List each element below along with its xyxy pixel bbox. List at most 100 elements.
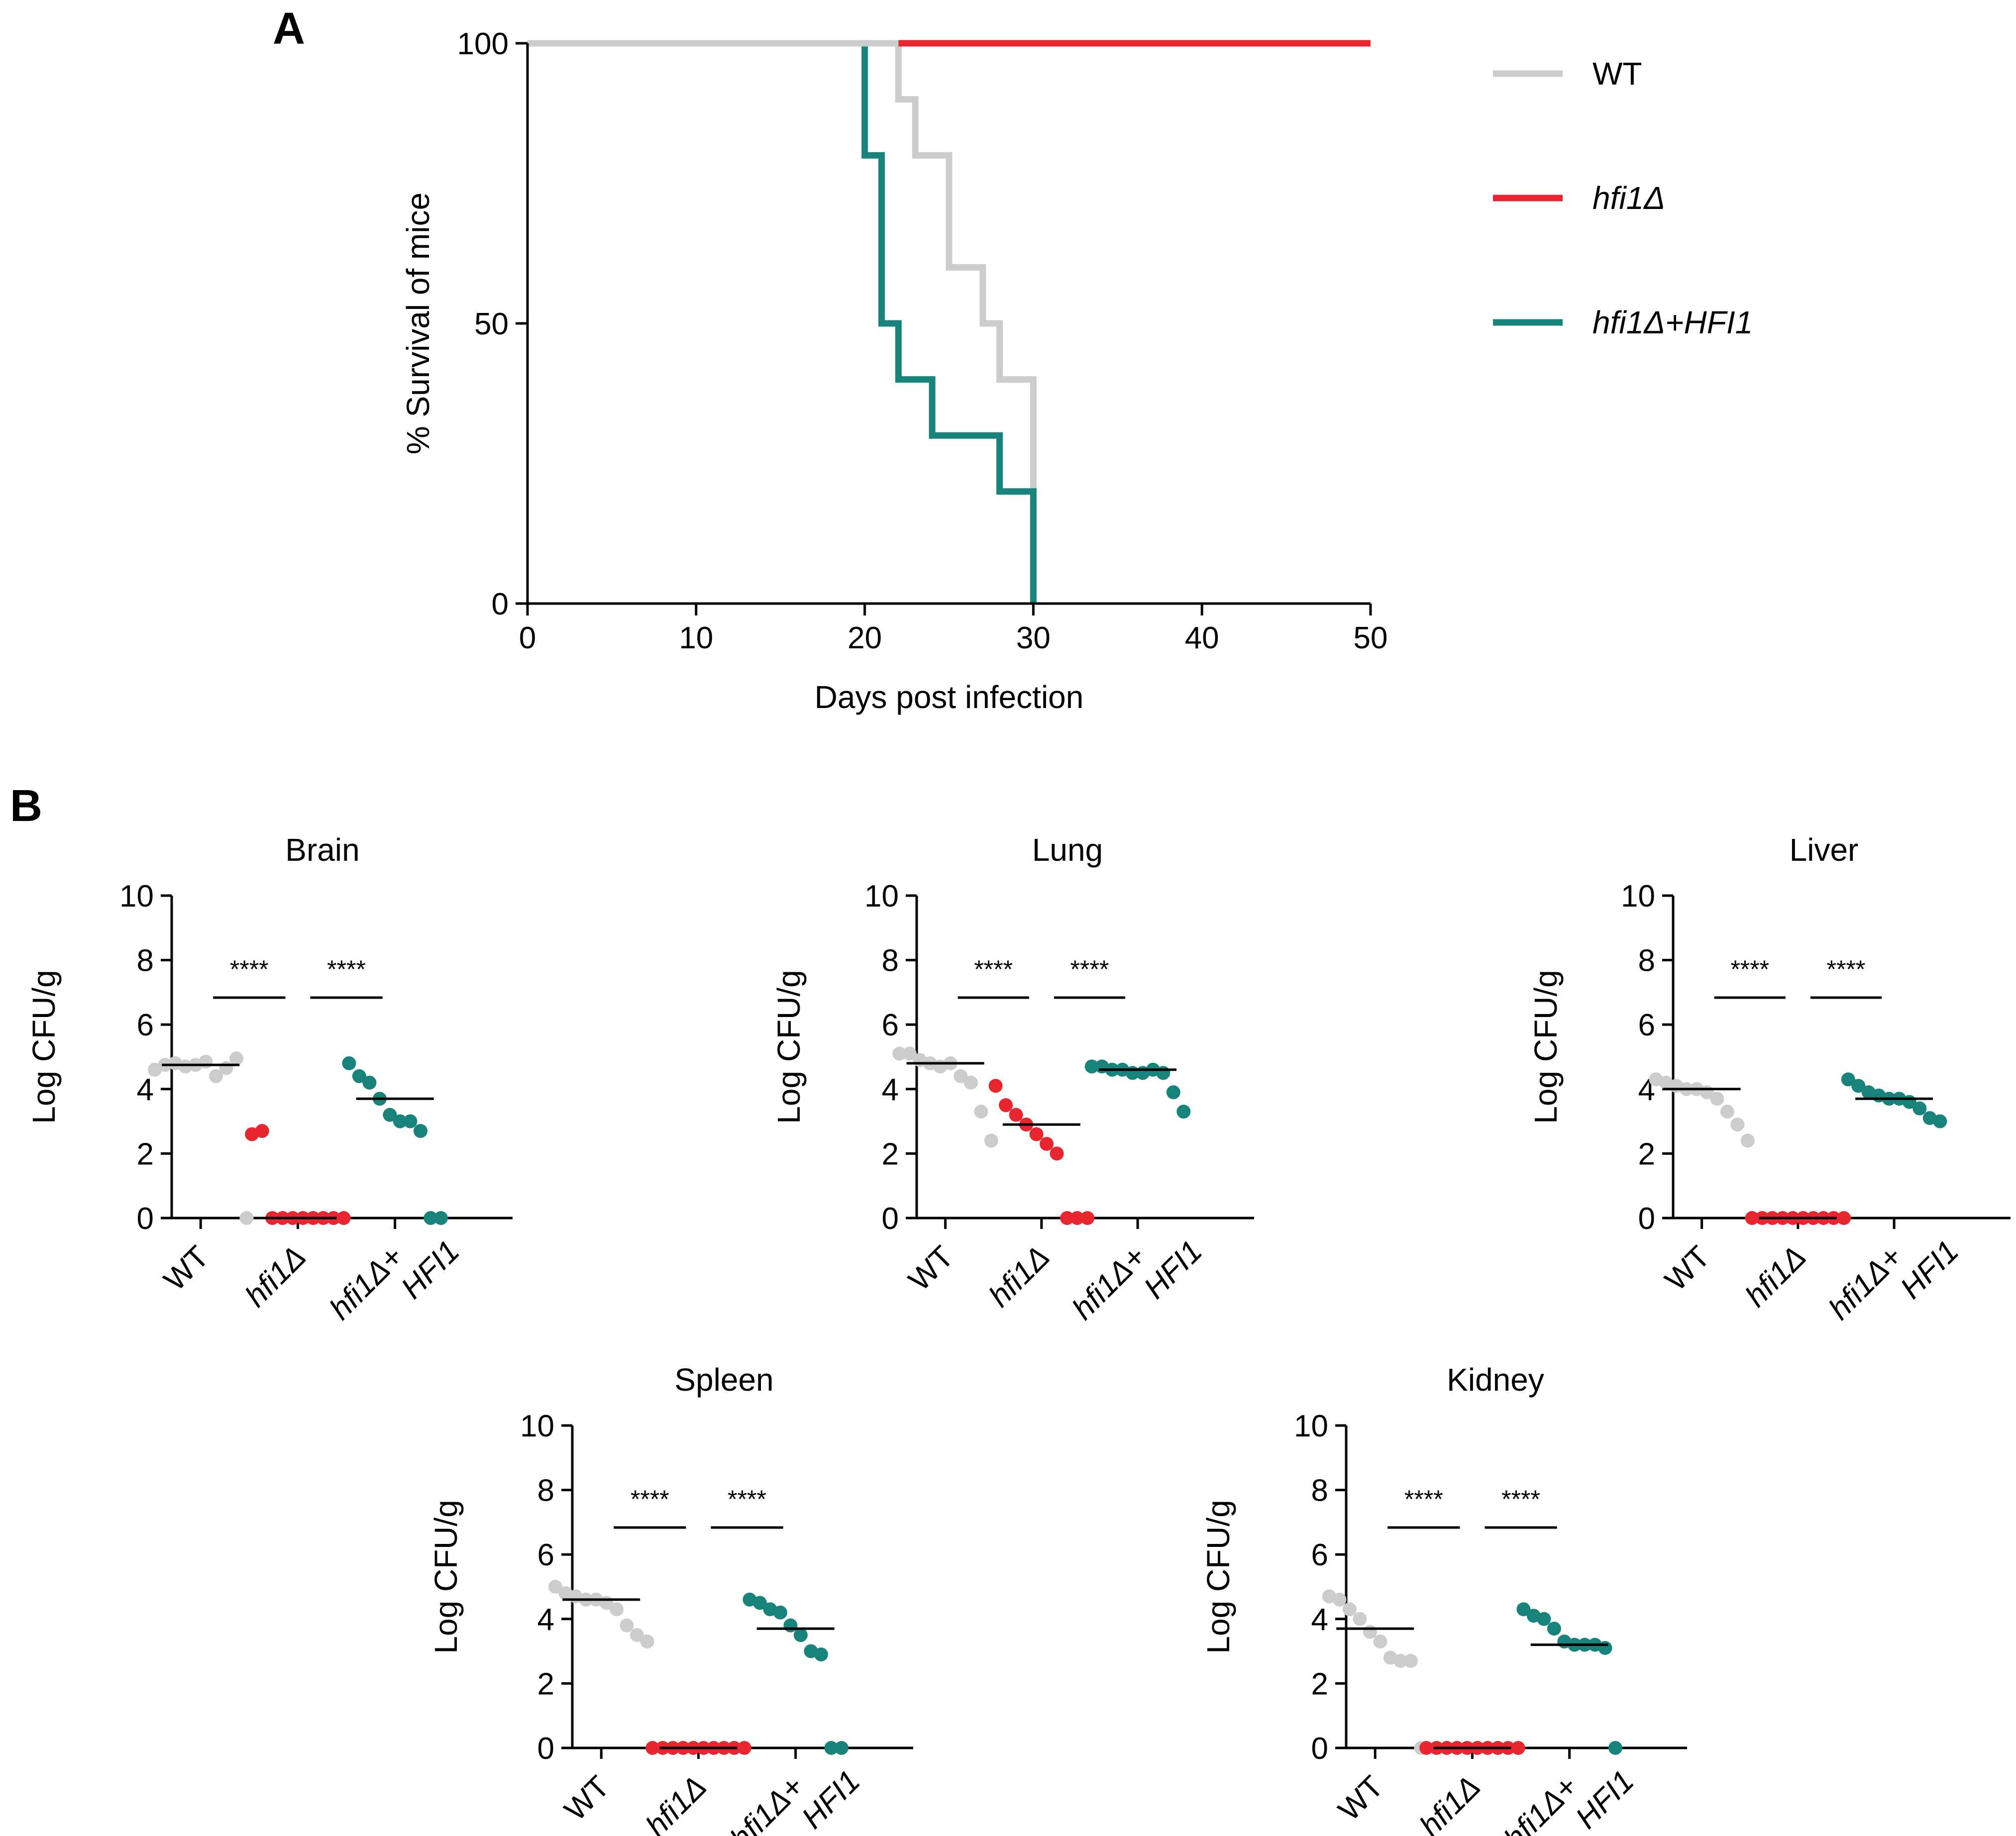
survival-x-tick-label: 30 — [1016, 621, 1051, 655]
category-label-text: hfi1Δ+ — [724, 1769, 810, 1836]
survival-legend: WT hfi1Δ hfi1Δ+HFI1 — [1493, 56, 1753, 340]
category-label-text: hfi1Δ+ — [1497, 1769, 1584, 1836]
dotplot-point — [783, 1618, 798, 1632]
dotplot-point — [1720, 1105, 1734, 1119]
dotplot-point — [1547, 1622, 1561, 1636]
category-label-text: hfi1Δ — [1413, 1769, 1487, 1836]
survival-y-tick-label: 50 — [474, 307, 509, 341]
dotplot-y-tick-label: 10 — [1621, 879, 1655, 914]
dotplot-point — [1070, 1211, 1084, 1225]
dotplot-point — [999, 1098, 1013, 1113]
survival-y-tick-label: 100 — [457, 27, 509, 61]
dotplot-point — [1740, 1133, 1755, 1148]
dotplot-point — [1710, 1092, 1724, 1106]
dotplot-point — [1363, 1625, 1377, 1639]
dotplot-point — [1084, 1059, 1099, 1074]
dotplot-point — [1537, 1612, 1551, 1626]
dotplot-point — [988, 1079, 1003, 1093]
dotplot-point — [178, 1059, 193, 1074]
dotplot-point — [834, 1741, 849, 1755]
dotplot-spleen: Spleen 0 2 4 6 8 10 Log CFU/g WT hfi1Δ hfi1Δ+HFI1 *… — [428, 1362, 913, 1836]
dotplot-point — [403, 1114, 418, 1128]
dotplot-y-tick-label: 10 — [119, 879, 154, 914]
dotplot-point — [963, 1075, 978, 1090]
category-label-text: HFI1 — [1137, 1234, 1209, 1306]
dotplot-category-label: WT — [558, 1769, 616, 1828]
dotplot-point — [1608, 1741, 1622, 1755]
dotplot-point — [1029, 1127, 1044, 1141]
dotplot-point — [1393, 1654, 1408, 1668]
dotplot-point — [1403, 1654, 1418, 1668]
dotplot-point — [255, 1124, 269, 1138]
dotplot-y-tick-label: 4 — [882, 1073, 899, 1107]
dotplot-y-tick-label: 10 — [1294, 1409, 1328, 1443]
dotplot-y-tick-label: 2 — [537, 1667, 554, 1701]
dotplot-point — [1841, 1072, 1855, 1087]
dotplot-category-label: WT — [902, 1239, 960, 1298]
dotplot-category-label: hfi1Δ — [1739, 1239, 1813, 1314]
dotplot-point — [1912, 1101, 1927, 1116]
dotplot-point — [1511, 1741, 1525, 1755]
dotplot-point — [793, 1628, 808, 1642]
dotplot-y-tick-label: 0 — [137, 1202, 154, 1236]
category-label-text: hfi1Δ — [639, 1769, 713, 1836]
dotplot-y-label: Log CFU/g — [771, 970, 807, 1123]
dotplot-y-tick-label: 4 — [137, 1073, 154, 1107]
dotplot-point — [393, 1114, 407, 1128]
dotplot-y-tick-label: 6 — [1311, 1538, 1328, 1572]
dotplot-point — [1373, 1634, 1387, 1649]
dotplot-point — [199, 1054, 213, 1069]
dotplot-point — [362, 1075, 377, 1090]
category-label-text: HFI1 — [795, 1764, 867, 1836]
category-label-text: WT — [902, 1239, 960, 1298]
dotplot-point — [1419, 1741, 1434, 1755]
dotplot-point — [902, 1046, 917, 1061]
dotplot-point — [773, 1605, 787, 1620]
legend-entry: WT — [1592, 56, 1642, 92]
dotplot-y-label: Log CFU/g — [26, 970, 62, 1123]
dotplot-point — [1837, 1211, 1851, 1225]
dotplot-category-label: WT — [1332, 1769, 1390, 1828]
dotplot-point — [1730, 1118, 1745, 1132]
survival-x-tick-label: 40 — [1185, 621, 1219, 655]
dotplot-point — [737, 1741, 751, 1755]
significance-label: **** — [1070, 955, 1109, 983]
dotplot-point — [630, 1628, 644, 1642]
category-label-text: WT — [1332, 1769, 1390, 1828]
dotplot-point — [1040, 1136, 1054, 1151]
dotplot-y-tick-label: 8 — [882, 944, 899, 978]
dotplot-y-tick-label: 8 — [1638, 944, 1655, 978]
category-label-text: hfi1Δ — [982, 1239, 1057, 1314]
dotplot-point — [239, 1211, 254, 1225]
dotplot-y-tick-label: 6 — [137, 1008, 154, 1042]
dotplot-y-tick-label: 6 — [882, 1008, 899, 1042]
survival-x-tick-label: 0 — [519, 621, 536, 655]
dotplot-point — [1050, 1146, 1064, 1161]
dotplot-point — [352, 1069, 366, 1083]
dotplot-y-tick-label: 8 — [537, 1474, 554, 1508]
dotplot-y-tick-label: 0 — [1311, 1732, 1328, 1766]
survival-y-tick-label: 0 — [492, 587, 509, 621]
dotplot-point — [1933, 1114, 1947, 1128]
dotplot-point — [342, 1056, 356, 1070]
category-label-text: HFI1 — [1569, 1764, 1641, 1836]
panel-letter-a: A — [273, 4, 305, 54]
category-label-text: hfi1Δ — [1739, 1239, 1813, 1314]
survival-x-label: Days post infection — [815, 679, 1084, 715]
dotplot-point — [892, 1046, 907, 1061]
dotplot-y-tick-label: 8 — [1311, 1474, 1328, 1508]
survival-series-line — [528, 40, 1037, 604]
dotplot-point — [1851, 1079, 1866, 1093]
dotplot-category-label: hfi1Δ — [639, 1769, 713, 1836]
dotplot-category-label: hfi1Δ — [982, 1239, 1057, 1314]
dotplot-category-label: hfi1Δ+HFI1 — [1066, 1234, 1209, 1326]
dotplot-point — [1060, 1211, 1074, 1225]
dotplot-category-label: hfi1Δ — [238, 1239, 313, 1314]
legend-entry: hfi1Δ — [1592, 180, 1665, 216]
dotplot-kidney: Kidney 0 2 4 6 8 10 Log CFU/g WT hfi1Δ hfi1Δ+HFI1 *… — [1200, 1362, 1687, 1836]
dotplot-point — [424, 1211, 438, 1225]
dotplot-y-tick-label: 2 — [137, 1137, 154, 1171]
dotplot-point — [1156, 1066, 1170, 1080]
significance-label: **** — [728, 1485, 766, 1513]
